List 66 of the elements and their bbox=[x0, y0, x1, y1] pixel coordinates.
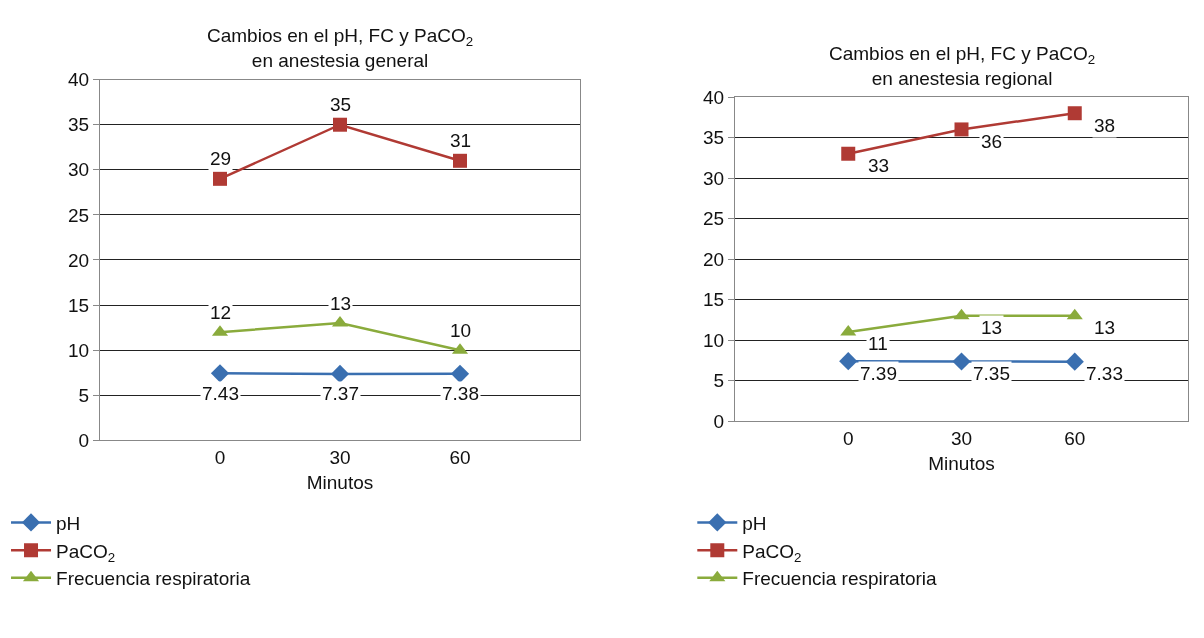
x-tick-label: 60 bbox=[449, 447, 471, 469]
legend-label: pH bbox=[56, 512, 81, 534]
y-tick-label: 10 bbox=[703, 329, 725, 351]
legend-label: PaCO$_{2}$ bbox=[56, 540, 116, 565]
data-label: 33 bbox=[868, 155, 890, 176]
data-label: 7.43 bbox=[202, 383, 239, 404]
y-tick-label: 0 bbox=[713, 410, 725, 432]
data-label: 7.33 bbox=[1086, 363, 1123, 384]
data-label: 12 bbox=[210, 302, 232, 323]
legend-label: PaCO$_{2}$ bbox=[742, 540, 802, 565]
point bbox=[952, 352, 971, 371]
point bbox=[954, 122, 969, 137]
y-tick-label: 25 bbox=[68, 204, 90, 226]
y-tick-label: 5 bbox=[78, 384, 90, 406]
point bbox=[450, 364, 470, 383]
chart-title: Cambios en el pH, FC y PaCO$_{2}$ en anestesia regional bbox=[829, 43, 1096, 89]
x-tick-label: 0 bbox=[214, 447, 226, 469]
point bbox=[840, 324, 857, 336]
x-axis-title: Minutos bbox=[306, 471, 374, 493]
point bbox=[333, 117, 347, 132]
data-label: 13 bbox=[981, 317, 1003, 338]
x-tick-label: 30 bbox=[950, 427, 973, 449]
point bbox=[453, 153, 467, 168]
y-tick-label: 15 bbox=[68, 294, 90, 316]
point bbox=[839, 352, 858, 371]
x-axis-title: Minutos bbox=[928, 452, 995, 474]
data-label: 7.38 bbox=[442, 383, 479, 404]
legend-label: pH bbox=[742, 512, 767, 534]
data-label: 36 bbox=[981, 131, 1003, 152]
point bbox=[1065, 352, 1084, 371]
y-tick-label: 30 bbox=[703, 167, 725, 189]
data-label: 35 bbox=[330, 94, 352, 115]
x-tick-label: 30 bbox=[329, 447, 351, 469]
y-tick-label: 30 bbox=[68, 159, 90, 181]
y-tick-label: 40 bbox=[68, 69, 90, 91]
data-label: 13 bbox=[1094, 317, 1116, 338]
y-tick-label: 15 bbox=[703, 289, 725, 311]
point bbox=[210, 364, 230, 383]
x-tick-label: 60 bbox=[1064, 427, 1086, 449]
y-tick-label: 20 bbox=[703, 248, 725, 270]
legend-label: Frecuencia respiratoria bbox=[56, 568, 251, 590]
point bbox=[953, 308, 970, 320]
y-tick-label: 5 bbox=[713, 370, 725, 392]
y-tick-label: 35 bbox=[68, 114, 90, 136]
data-label: 13 bbox=[330, 293, 352, 314]
y-tick-label: 35 bbox=[703, 127, 725, 149]
data-label: 7.37 bbox=[322, 383, 359, 404]
data-label: 10 bbox=[450, 320, 472, 341]
y-tick-label: 10 bbox=[68, 339, 90, 361]
legend-label: Frecuencia respiratoria bbox=[742, 568, 938, 590]
data-label: 11 bbox=[868, 333, 888, 354]
point bbox=[841, 146, 856, 161]
point bbox=[1066, 308, 1083, 320]
chart-title: Cambios en el pH, FC y PaCO$_{2}$ en anestesia general bbox=[207, 25, 474, 71]
point bbox=[330, 364, 350, 383]
data-label: 7.39 bbox=[860, 363, 897, 384]
data-label: 29 bbox=[210, 148, 232, 169]
x-tick-label: 0 bbox=[842, 427, 854, 449]
point bbox=[213, 171, 227, 186]
y-tick-label: 25 bbox=[703, 208, 725, 230]
y-tick-label: 40 bbox=[703, 86, 725, 108]
data-label: 7.35 bbox=[973, 363, 1010, 384]
data-label: 31 bbox=[450, 130, 472, 151]
y-tick-label: 20 bbox=[68, 249, 90, 271]
point bbox=[1067, 106, 1082, 121]
data-label: 38 bbox=[1094, 115, 1116, 136]
